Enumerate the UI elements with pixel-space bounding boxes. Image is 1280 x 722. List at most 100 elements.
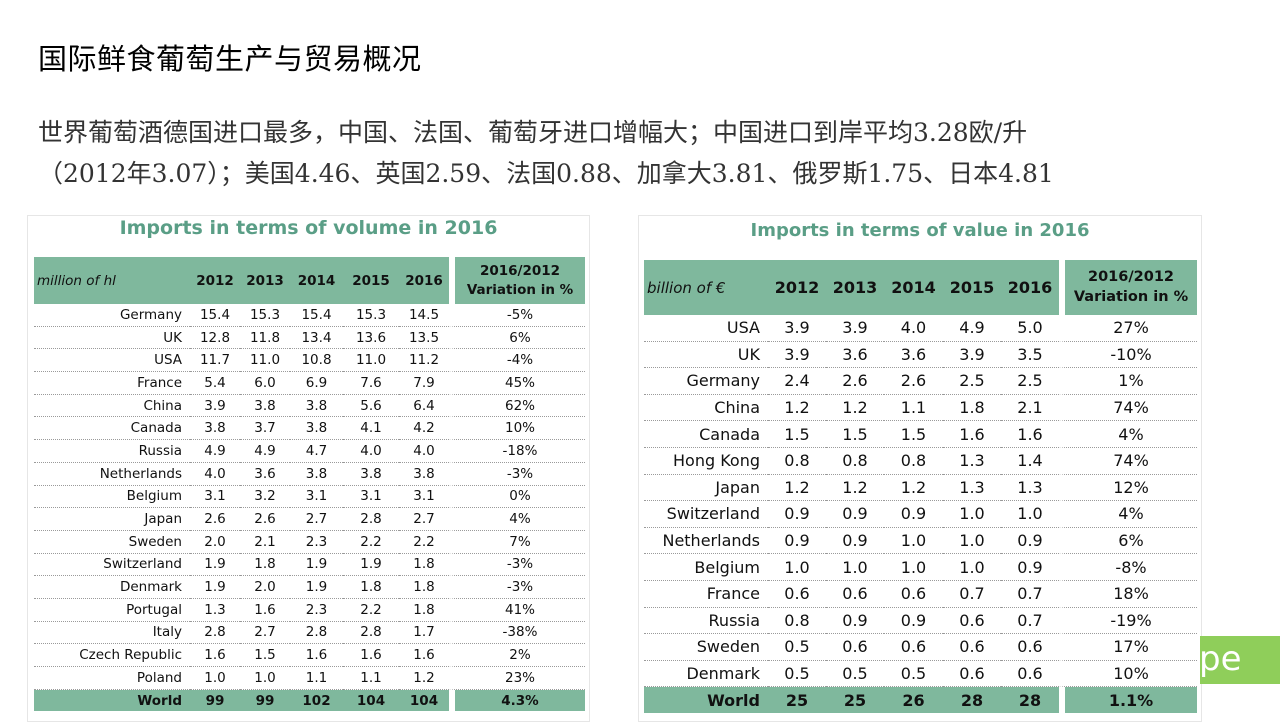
value-cell: 3.6 bbox=[826, 342, 884, 369]
country-cell: Japan bbox=[34, 508, 190, 531]
value-cell: 1.4 bbox=[1001, 448, 1059, 475]
country-cell: UK bbox=[644, 342, 768, 369]
value-cell: 25 bbox=[826, 687, 884, 713]
variation-cell: -18% bbox=[449, 440, 585, 463]
value-cell: 1.0 bbox=[943, 501, 1001, 528]
value-cell: 2.4 bbox=[768, 368, 826, 395]
value-cell: 1.2 bbox=[826, 475, 884, 502]
country-cell: Czech Republic bbox=[34, 644, 190, 667]
variation-header-line2: Variation in % bbox=[1073, 288, 1189, 305]
value-cell: 0.6 bbox=[826, 634, 884, 661]
value-cell: 1.8 bbox=[240, 554, 290, 577]
value-cell: 1.6 bbox=[290, 644, 343, 667]
table-row: Czech Republic 1.6 1.5 1.6 1.6 1.6 2% bbox=[34, 644, 585, 667]
value-cell: 0.8 bbox=[768, 608, 826, 635]
value-imports-panel: Imports in terms of value in 2016 billio… bbox=[638, 215, 1202, 722]
value-cell: 4.9 bbox=[240, 440, 290, 463]
variation-cell: 27% bbox=[1059, 315, 1197, 342]
year-header: 2012 bbox=[190, 257, 240, 304]
value-cell: 3.1 bbox=[399, 486, 449, 509]
volume-imports-table: million of hl 2012 2013 2014 2015 2016 2… bbox=[34, 257, 585, 712]
value-cell: 0.9 bbox=[1001, 528, 1059, 555]
corner-badge: pe bbox=[1200, 636, 1280, 684]
value-cell: 104 bbox=[343, 689, 399, 712]
value-cell: 3.9 bbox=[190, 395, 240, 418]
value-cell: 10.8 bbox=[290, 349, 343, 373]
value-cell: 2.2 bbox=[343, 599, 399, 622]
value-cell: 1.9 bbox=[290, 554, 343, 577]
value-cell: 0.9 bbox=[768, 528, 826, 555]
value-cell: 3.6 bbox=[240, 463, 290, 486]
value-imports-table: billion of € 2012 2013 2014 2015 2016 20… bbox=[644, 260, 1197, 713]
variation-cell: 45% bbox=[449, 372, 585, 395]
value-cell: 1.0 bbox=[240, 667, 290, 690]
value-cell: 11.7 bbox=[190, 349, 240, 373]
volume-table-body: Germany 15.4 15.3 15.4 15.3 14.5 -5% UK 12.8 11.8… bbox=[34, 304, 585, 712]
value-cell: 2.7 bbox=[399, 508, 449, 531]
value-cell: 1.2 bbox=[826, 395, 884, 422]
value-cell: 2.6 bbox=[190, 508, 240, 531]
value-cell: 0.6 bbox=[943, 634, 1001, 661]
variation-cell: 4% bbox=[1059, 501, 1197, 528]
variation-header: 2016/2012 Variation in % bbox=[1059, 260, 1197, 315]
value-table-body: USA 3.9 3.9 4.0 4.9 5.0 27% UK 3.9 3.6 3.6 3.9 3.5 -1… bbox=[644, 315, 1197, 713]
value-cell: 2.0 bbox=[240, 576, 290, 599]
table-row: Netherlands 4.0 3.6 3.8 3.8 3.8 -3% bbox=[34, 462, 585, 486]
year-header: 2016 bbox=[1001, 260, 1059, 315]
table-row: France 5.4 6.0 6.9 7.6 7.9 45% bbox=[34, 372, 585, 395]
value-cell: 1.2 bbox=[768, 395, 826, 422]
value-cell: 2.3 bbox=[290, 531, 343, 554]
table-row: USA 3.9 3.9 4.0 4.9 5.0 27% bbox=[644, 315, 1197, 342]
value-cell: 15.3 bbox=[240, 304, 290, 327]
value-cell: 2.3 bbox=[290, 599, 343, 622]
value-cell: 3.8 bbox=[290, 395, 343, 418]
value-cell: 13.5 bbox=[399, 327, 449, 350]
value-cell: 1.8 bbox=[943, 395, 1001, 422]
value-cell: 4.9 bbox=[190, 440, 240, 463]
value-cell: 3.8 bbox=[343, 463, 399, 486]
unit-label: million of hl bbox=[34, 257, 190, 304]
table-row: France 0.6 0.6 0.6 0.7 0.7 18% bbox=[644, 580, 1197, 608]
value-cell: 1.0 bbox=[1001, 501, 1059, 528]
value-cell: 1.2 bbox=[768, 475, 826, 502]
value-cell: 0.5 bbox=[768, 634, 826, 661]
variation-cell: 6% bbox=[1059, 527, 1197, 555]
value-cell: 6.4 bbox=[399, 395, 449, 418]
value-cell: 2.5 bbox=[1001, 368, 1059, 395]
value-cell: 1.0 bbox=[943, 528, 1001, 555]
value-cell: 1.9 bbox=[290, 576, 343, 599]
country-cell: Sweden bbox=[644, 634, 768, 661]
table-row: Switzerland 0.9 0.9 0.9 1.0 1.0 4% bbox=[644, 501, 1197, 528]
table-row: UK 12.8 11.8 13.4 13.6 13.5 6% bbox=[34, 326, 585, 350]
table-row: Germany 2.4 2.6 2.6 2.5 2.5 1% bbox=[644, 368, 1197, 395]
value-cell: 7.9 bbox=[399, 372, 449, 395]
value-cell: 0.8 bbox=[884, 448, 943, 475]
value-cell: 1.0 bbox=[943, 554, 1001, 581]
world-total-row: World 25 25 26 28 28 1.1% bbox=[644, 687, 1197, 713]
value-cell: 1.6 bbox=[240, 599, 290, 622]
value-cell: 1.9 bbox=[190, 576, 240, 599]
value-cell: 3.9 bbox=[768, 315, 826, 342]
year-header: 2014 bbox=[884, 260, 943, 315]
value-cell: 1.1 bbox=[884, 395, 943, 422]
country-cell: Denmark bbox=[34, 576, 190, 599]
value-cell: 1.8 bbox=[399, 599, 449, 622]
value-cell: 1.1 bbox=[290, 667, 343, 690]
country-cell: China bbox=[34, 395, 190, 418]
value-cell: 1.5 bbox=[826, 421, 884, 448]
value-cell: 15.4 bbox=[190, 304, 240, 327]
variation-cell: -5% bbox=[449, 304, 585, 327]
variation-cell: 10% bbox=[449, 417, 585, 441]
country-cell: World bbox=[644, 687, 768, 713]
slide-body-text: 世界葡萄酒德国进口最多，中国、法国、葡萄牙进口增幅大；中国进口到岸平均3.28欧… bbox=[38, 112, 1218, 194]
value-cell: 0.7 bbox=[1001, 581, 1059, 608]
table-header-row: million of hl 2012 2013 2014 2015 2016 2… bbox=[34, 257, 585, 304]
value-cell: 3.1 bbox=[343, 486, 399, 509]
country-cell: Russia bbox=[644, 608, 768, 635]
country-cell: Netherlands bbox=[34, 463, 190, 486]
value-cell: 6.0 bbox=[240, 372, 290, 395]
country-cell: Denmark bbox=[644, 661, 768, 688]
value-cell: 0.9 bbox=[826, 528, 884, 555]
body-line-2: （2012年3.07）；美国4.46、英国2.59、法国0.88、加拿大3.81… bbox=[38, 159, 1054, 188]
value-cell: 4.1 bbox=[343, 417, 399, 441]
